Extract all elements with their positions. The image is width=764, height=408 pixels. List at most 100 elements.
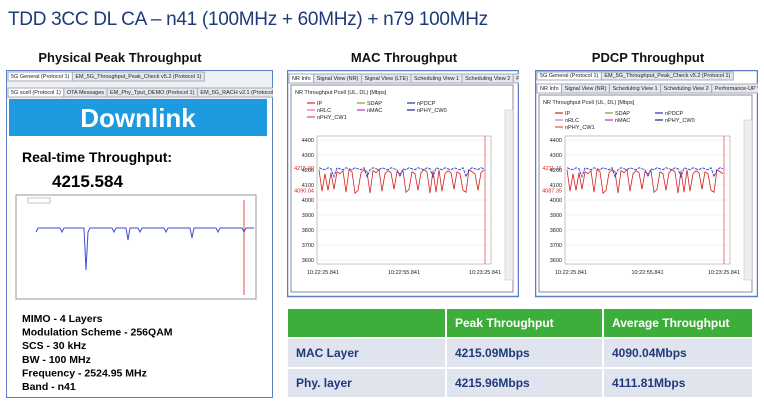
legend-label: nRLC [565, 118, 579, 124]
y-tick-label: 3900 [550, 213, 562, 219]
physical-screenshot: Downlink Real-time Throughput: 4215.584 … [6, 70, 273, 398]
cell: 4215.96Mbps [446, 368, 604, 399]
header-cell [288, 309, 447, 339]
legend-label: IP [565, 111, 571, 117]
tab-label: EM_5G_Throughput_Peak_Check v5.2 (Protoc… [604, 73, 730, 79]
cell: 4215.09Mbps [446, 338, 604, 369]
slide-title: TDD 3CC DL CA – n41 (100MHz + 60MHz) + n… [8, 9, 488, 30]
legend-label: IP [317, 101, 323, 107]
tab [71, 71, 205, 82]
tab-label: EM_Phy_Tput_DEMO (Protocol 1) [110, 90, 195, 96]
x-tick-label: 10:22:25.841 [307, 270, 339, 276]
marker-label: 4211.16 [543, 166, 562, 172]
y-tick-label: 4100 [302, 183, 314, 189]
y-tick-label: 4400 [550, 138, 562, 144]
marker-label: 4090.04 [294, 189, 314, 195]
panel-heading: Physical Peak Throughput [38, 50, 202, 65]
tab-label: Signal View (NR) [317, 76, 359, 82]
legend-label: nPDCP [417, 101, 436, 107]
y-tick-label: 4000 [550, 198, 562, 204]
trace [566, 167, 724, 179]
tab-label: Scheduling View 1 [414, 76, 459, 82]
tab-label: Signal View (NR) [565, 86, 607, 92]
spec-line: MIMO - 4 Layers [22, 313, 103, 325]
trace [566, 168, 724, 195]
y-tick-label: 3600 [550, 258, 562, 264]
tab-label: EM_5G_RACH v2.1 (Protocol 1) [200, 90, 273, 96]
cell: 4111.81Mbps [603, 368, 754, 399]
tab-label: 5G General (Protocol 1) [540, 73, 599, 79]
tab-label: NR Info [540, 86, 559, 92]
tab-label: 5G General (Protocol 1) [11, 74, 70, 80]
legend-label: nPDCP [665, 111, 684, 117]
trace [318, 167, 485, 179]
marker-label: 4215.09 [294, 166, 314, 172]
tab-label: Scheduling View 2 [664, 86, 709, 92]
header-cell: Average Throughput [603, 309, 754, 339]
y-tick-label: 3700 [302, 243, 314, 249]
legend-label: nRLC [317, 108, 331, 114]
legend-label: SDAP [615, 111, 630, 117]
y-tick-label: 3800 [302, 228, 314, 234]
legend-label: nMAC [367, 108, 382, 114]
y-tick-label: 4300 [302, 153, 314, 159]
x-tick-label: 10:22:55.841 [388, 270, 420, 276]
spec-line: Band - n41 [22, 381, 76, 393]
spec-line: Frequency - 2524.95 MHz [22, 367, 147, 379]
x-tick-label: 10:23:25.841 [469, 270, 501, 276]
x-tick-label: 10:22:25.841 [555, 270, 587, 276]
tab-label: 5G scell (Protocol 1) [11, 90, 61, 96]
legend-label: nPHY_CW0 [417, 108, 447, 114]
mini-legend [27, 197, 51, 204]
realtime-value: 4215.584 [52, 172, 123, 191]
banner-bg [9, 99, 267, 136]
row-label: MAC Layer [288, 338, 447, 369]
summary-table: Peak Throughput Average Throughput MAC La… [288, 309, 754, 399]
y-tick-label: 4200 [302, 168, 314, 174]
y-tick-label: 3700 [550, 243, 562, 249]
tab-label: Performance-UP View [715, 86, 758, 92]
panel-heading: MAC Throughput [350, 50, 458, 65]
tab-label: EM_5G_Throughput_Peak_Check v5.2 (Protoc… [75, 74, 201, 80]
legend-label: nPHY_CW0 [665, 118, 695, 124]
panel-heading: PDCP Throughput [591, 50, 705, 65]
y-tick-label: 4100 [550, 183, 562, 189]
y-tick-label: 4200 [550, 168, 562, 174]
trace [35, 227, 254, 271]
mini-chart [15, 194, 257, 300]
legend-label: SDAP [367, 101, 382, 107]
plot-title: NR Throughput Pcell (UL, DL) [Mbps] [543, 100, 635, 106]
tab [196, 87, 273, 98]
mac-screenshot: NR Info Signal View (NR) Signal View (LTE)… [287, 70, 519, 298]
tab-label: Scheduling View 1 [612, 86, 657, 92]
plot-title: NR Throughput Pcell (UL, DL) [Mbps] [295, 90, 387, 96]
spec-line: BW - 100 MHz [22, 354, 91, 366]
pdcp-screenshot: 5G General (Protocol 1) EM_5G_Throughput_… [535, 70, 758, 298]
tab-label: NR Info [292, 76, 311, 82]
scrollbar [504, 109, 514, 281]
y-tick-label: 4400 [302, 138, 314, 144]
x-tick-label: 10:23:25.841 [708, 270, 740, 276]
y-tick-label: 3900 [302, 213, 314, 219]
spec-line: Modulation Scheme - 256QAM [22, 327, 173, 339]
y-tick-label: 4300 [550, 153, 562, 159]
tab [600, 71, 734, 81]
tab-label: Performance-UP View [516, 76, 519, 82]
banner: Downlink [80, 103, 196, 133]
header-cell: Peak Throughput [446, 309, 604, 339]
cell: 4090.04Mbps [603, 338, 754, 369]
scrollbar [743, 119, 753, 281]
legend-label: nMAC [615, 118, 630, 124]
marker-label: 4087.35 [542, 189, 562, 195]
legend-label: nPHY_CW1 [317, 115, 347, 121]
tab-label: Scheduling View 2 [465, 76, 510, 82]
realtime-label: Real-time Throughput: [22, 149, 172, 165]
row-label: Phy. layer [288, 368, 447, 399]
tab-label: OTA Messages [67, 90, 104, 96]
y-tick-label: 3600 [302, 258, 314, 264]
x-tick-label: 10:22:55.841 [631, 270, 663, 276]
spec-line: SCS - 30 kHz [22, 340, 86, 352]
tab [711, 83, 758, 94]
legend-label: nPHY_CW1 [565, 125, 595, 131]
